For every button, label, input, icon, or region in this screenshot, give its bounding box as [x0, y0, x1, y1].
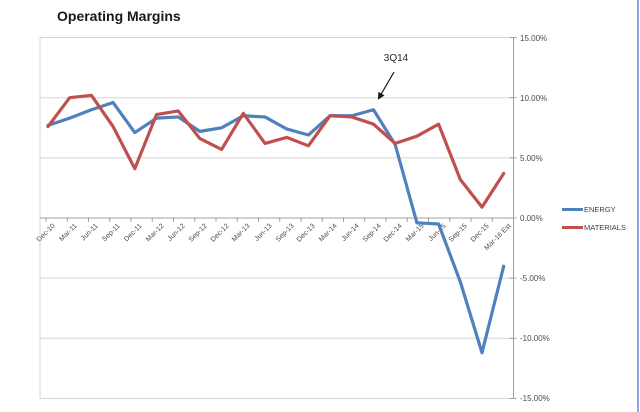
- series-line-materials: [46, 93, 506, 209]
- legend-label: MATERIALS: [584, 223, 626, 232]
- annotation-arrow: [377, 71, 395, 100]
- y-tick-label: 15.00%: [520, 33, 548, 43]
- legend-label: ENERGY: [584, 205, 616, 214]
- y-tick-label: 10.00%: [520, 93, 548, 103]
- series-line-energy: [46, 100, 506, 355]
- y-tick-label: -5.00%: [520, 274, 546, 284]
- legend-swatch-materials: [562, 226, 583, 229]
- window-border: [637, 0, 639, 412]
- y-tick-label: -15.00%: [520, 394, 550, 404]
- legend-swatch-energy: [562, 208, 583, 211]
- y-tick-label: 5.00%: [520, 153, 543, 163]
- chart-title: Operating Margins: [57, 8, 181, 24]
- y-tick-label: 0.00%: [520, 214, 543, 223]
- y-tick-label: -10.00%: [520, 334, 550, 344]
- legend-item-materials: MATERIALS: [562, 222, 637, 234]
- annotation-3q14: 3Q14: [383, 53, 409, 64]
- legend-item-energy: ENERGY: [562, 204, 637, 216]
